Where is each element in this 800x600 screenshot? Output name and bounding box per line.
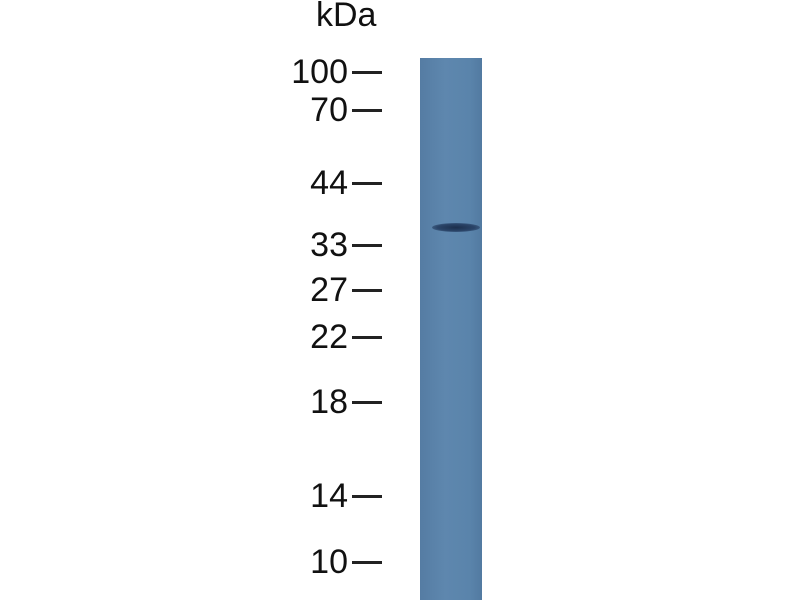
marker-14: 14 bbox=[310, 476, 382, 516]
marker-label: 14 bbox=[310, 476, 348, 515]
marker-tick bbox=[352, 560, 382, 564]
marker-100: 100 bbox=[291, 52, 382, 92]
marker-label: 100 bbox=[291, 52, 348, 91]
marker-label: 10 bbox=[310, 542, 348, 581]
blot-lane bbox=[420, 58, 482, 600]
marker-22: 22 bbox=[310, 317, 382, 357]
marker-10: 10 bbox=[310, 542, 382, 582]
marker-label: 70 bbox=[310, 90, 348, 129]
protein-band bbox=[432, 223, 480, 232]
marker-label: 22 bbox=[310, 317, 348, 356]
marker-70: 70 bbox=[310, 90, 382, 130]
marker-tick bbox=[352, 70, 382, 74]
marker-tick bbox=[352, 181, 382, 185]
marker-tick bbox=[352, 288, 382, 292]
marker-label: 18 bbox=[310, 382, 348, 421]
marker-tick bbox=[352, 494, 382, 498]
unit-label: kDa bbox=[316, 0, 377, 34]
marker-label: 44 bbox=[310, 163, 348, 202]
marker-tick bbox=[352, 243, 382, 247]
marker-27: 27 bbox=[310, 270, 382, 310]
marker-label: 33 bbox=[310, 225, 348, 264]
marker-tick bbox=[352, 335, 382, 339]
marker-18: 18 bbox=[310, 382, 382, 422]
marker-33: 33 bbox=[310, 225, 382, 265]
marker-tick bbox=[352, 108, 382, 112]
marker-label: 27 bbox=[310, 270, 348, 309]
marker-tick bbox=[352, 400, 382, 404]
marker-44: 44 bbox=[310, 163, 382, 203]
